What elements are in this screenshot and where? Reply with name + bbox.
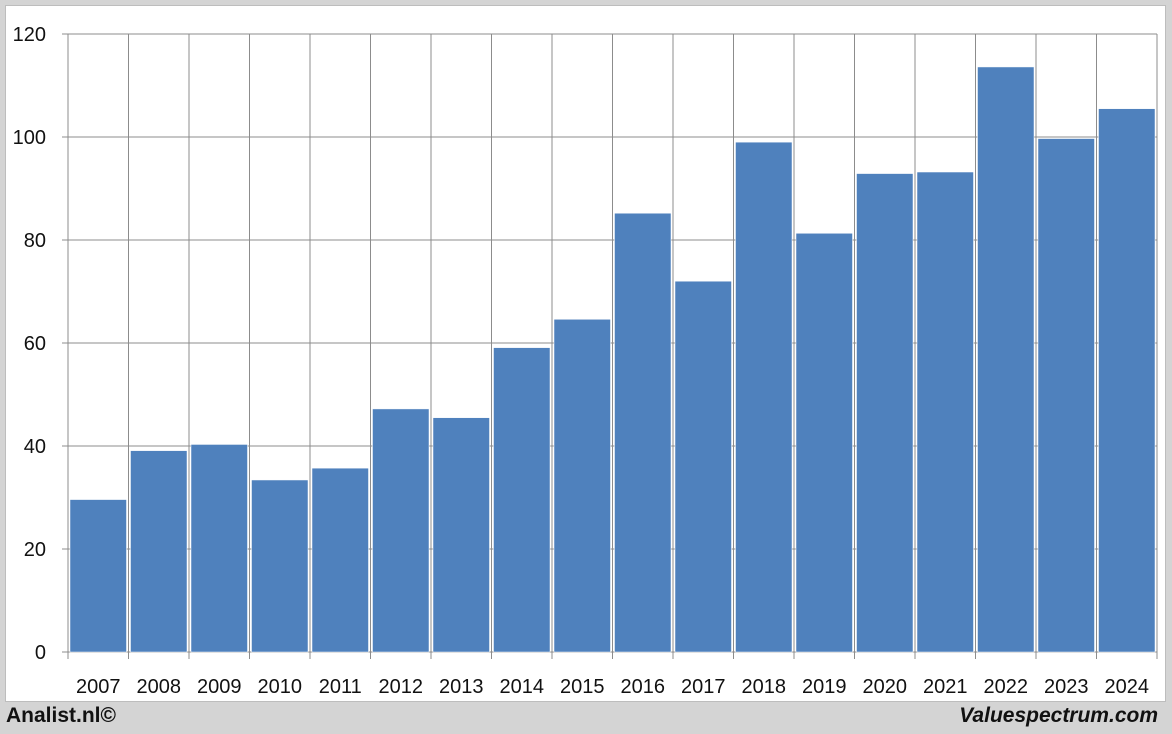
y-tick-label: 100 <box>13 127 46 149</box>
bar-2015 <box>553 319 611 653</box>
y-tick-label: 0 <box>35 642 46 664</box>
bar-2010 <box>251 479 309 653</box>
bar-2007 <box>69 499 127 653</box>
x-tick-label: 2014 <box>500 676 545 698</box>
y-tick-label: 80 <box>24 230 46 252</box>
x-tick-label: 2022 <box>984 676 1029 698</box>
valuespectrum-watermark: Valuespectrum.com <box>959 704 1158 727</box>
x-tick-label: 2016 <box>621 676 666 698</box>
bar-2009 <box>190 444 248 653</box>
bar-2008 <box>130 450 188 653</box>
bar-2012 <box>372 408 430 653</box>
x-tick-label: 2010 <box>258 676 303 698</box>
bar-2014 <box>493 347 551 653</box>
bar-2019 <box>795 233 853 653</box>
x-tick-label: 2013 <box>439 676 484 698</box>
x-tick-label: 2015 <box>560 676 605 698</box>
x-tick-label: 2019 <box>802 676 847 698</box>
x-tick-label: 2017 <box>681 676 726 698</box>
x-tick-label: 2020 <box>863 676 908 698</box>
y-tick-label: 120 <box>13 24 46 46</box>
bar-2016 <box>614 212 672 653</box>
bar-2011 <box>311 467 369 653</box>
analist-watermark: Analist.nl© <box>6 704 116 727</box>
x-tick-label: 2009 <box>197 676 242 698</box>
bar-2022 <box>977 66 1035 653</box>
bar-2013 <box>432 417 490 653</box>
x-tick-label: 2012 <box>379 676 424 698</box>
x-tick-label: 2018 <box>742 676 787 698</box>
bar-2020 <box>856 173 914 653</box>
x-tick-label: 2007 <box>76 676 121 698</box>
bar-2023 <box>1037 138 1095 653</box>
x-tick-label: 2008 <box>137 676 182 698</box>
y-tick-label: 40 <box>24 436 46 458</box>
x-tick-label: 2021 <box>923 676 968 698</box>
y-tick-label: 60 <box>24 333 46 355</box>
x-tick-label: 2024 <box>1105 676 1150 698</box>
bar-2018 <box>735 141 793 653</box>
bar-2017 <box>674 280 732 653</box>
x-tick-label: 2011 <box>319 676 362 698</box>
bar-2024 <box>1098 108 1156 653</box>
y-tick-label: 20 <box>24 539 46 561</box>
x-tick-label: 2023 <box>1044 676 1089 698</box>
bar-2021 <box>916 171 974 653</box>
